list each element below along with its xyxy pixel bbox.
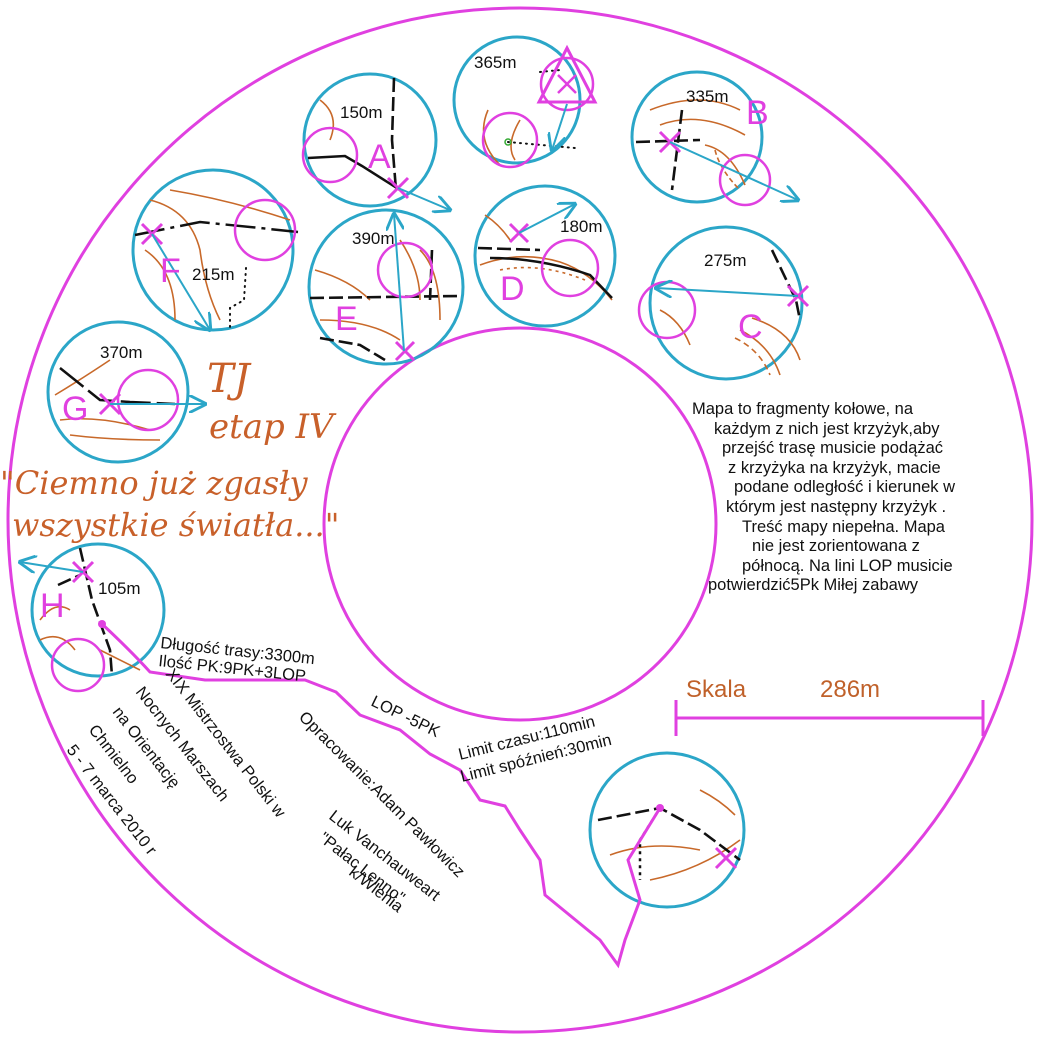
map-fragment-e: E 390m (307, 208, 465, 366)
inner-hole (322, 326, 718, 722)
control-letter-h: H (40, 587, 65, 625)
scale-bar (674, 700, 985, 736)
lop-line (100, 622, 662, 969)
control-circle-b (718, 153, 772, 207)
map-fragment-finish (588, 751, 746, 909)
description-line: podane odległość i kierunek w (734, 478, 956, 497)
map-fragment-c: C 275m (637, 225, 810, 381)
description-line: przejść trasę musicie podążać (722, 439, 944, 458)
direction-arrow-d (518, 204, 575, 234)
control-circle-e (376, 241, 434, 299)
title-line2: etap IV (209, 407, 337, 447)
control-letter-f: F (160, 252, 181, 290)
scale-label: Skala (686, 676, 747, 703)
direction-arrow-c (656, 288, 799, 296)
map-fragment-f: F 215m (131, 168, 299, 330)
map-fragment-b: B 335m (630, 70, 798, 207)
map-fragment-g: G 370m (46, 320, 205, 464)
description-line: którym jest następny krzyżyk . (726, 497, 947, 516)
control-distance-a: 150m (340, 103, 383, 122)
title-quote2: wszystkie światła..." (12, 506, 339, 544)
description-line: z krzyżyka na krzyżyk, macie (728, 458, 941, 477)
control-circle-d (540, 238, 600, 298)
map-fragment-start: 365m (452, 35, 598, 169)
direction-arrow-e (394, 214, 405, 352)
control-letter-b: B (746, 94, 769, 132)
control-distance-g: 370m (100, 343, 143, 362)
control-circle-a (301, 126, 359, 184)
control-letter-e: E (335, 300, 358, 338)
description-line: północą. Na lini LOP musicie (742, 556, 953, 575)
map-fragment-a: A 150m (301, 72, 450, 210)
control-distance-h: 105m (98, 579, 141, 598)
title-quote1: "Ciemno już zgasły (0, 464, 309, 502)
description-line: Treść mapy niepełna. Mapa (742, 517, 945, 536)
direction-arrow-b (669, 141, 798, 200)
description-line: potwierdzić5Pk Miłej zabawy (708, 576, 918, 595)
description-line: nie jest zorientowana z (752, 537, 920, 556)
control-letter-d: D (500, 270, 525, 308)
control-cross-e (394, 340, 416, 362)
control-circle-f (233, 198, 297, 262)
start-triangle (536, 44, 598, 104)
control-distance-start: 365m (474, 53, 517, 72)
map-fragment-d: D 180m (473, 184, 617, 328)
title-line1: TJ (207, 356, 252, 402)
control-distance-c: 275m (704, 251, 747, 270)
start-circle (539, 56, 595, 112)
control-circle-h (50, 637, 106, 693)
control-circle-start (481, 111, 539, 169)
map-fragment-h: H 105m (20, 542, 166, 693)
control-letter-g: G (62, 390, 88, 428)
control-letter-a: A (368, 138, 391, 176)
scale-value: 286m (820, 676, 880, 703)
control-letter-c: C (738, 308, 763, 346)
outer-disc-border (6, 6, 1034, 1034)
direction-arrow-a (397, 187, 450, 210)
description-line: każdym z nich jest krzyżyk,aby (714, 419, 940, 438)
map-description: Mapa to fragmenty kołowe, na każdym z ni… (680, 400, 1030, 596)
control-distance-b: 335m (686, 87, 729, 106)
control-distance-e: 390m (352, 229, 395, 248)
direction-arrow-f (151, 233, 210, 330)
finish-cross (714, 846, 738, 870)
control-distance-f: 215m (192, 265, 235, 284)
direction-arrow-h (20, 562, 84, 572)
direction-arrow-start (552, 103, 568, 150)
control-distance-d: 180m (560, 217, 603, 236)
description-line: Mapa to fragmenty kołowe, na (692, 400, 914, 418)
control-circle-g (116, 368, 180, 432)
